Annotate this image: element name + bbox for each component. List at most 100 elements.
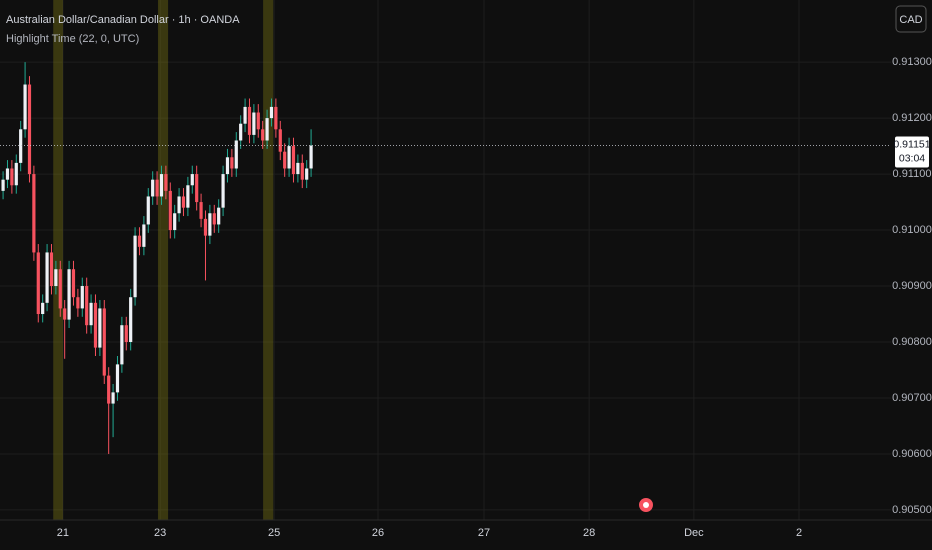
x-tick-label: Dec: [684, 527, 704, 539]
y-tick-label: 0.90800: [892, 336, 932, 348]
candle-body: [14, 162, 18, 186]
y-tick-label: 0.90600: [892, 448, 932, 460]
candle-body: [1, 179, 5, 191]
candle-body: [36, 252, 40, 315]
candle-body: [80, 286, 84, 309]
candle-body: [239, 123, 243, 141]
candle-body: [177, 196, 181, 214]
candle-body: [283, 151, 287, 169]
candle-body: [278, 129, 282, 152]
candle-body: [98, 308, 102, 348]
candle-body: [230, 157, 234, 169]
candle-body: [45, 252, 49, 303]
candle-body: [225, 157, 230, 175]
candle-body: [107, 375, 111, 404]
candle-body: [221, 174, 225, 208]
candle-body: [269, 106, 274, 119]
candle-body: [19, 129, 23, 163]
candle-body: [93, 302, 98, 348]
chart-title: Australian Dollar/Canadian Dollar · 1h ·…: [6, 14, 240, 26]
highlight-band: [53, 0, 63, 520]
candle-body: [89, 302, 93, 326]
candle-body: [261, 129, 265, 141]
candle-body: [27, 84, 32, 175]
x-tick-label: 27: [478, 527, 490, 539]
x-tick-label: 23: [154, 527, 166, 539]
candle-body: [115, 364, 120, 393]
countdown-label: 03:04: [899, 152, 925, 164]
candle-body: [173, 213, 177, 231]
candle-body: [300, 162, 304, 180]
highlight-band: [157, 0, 169, 520]
x-tick-label: 28: [583, 527, 595, 539]
candle-body: [296, 162, 300, 175]
highlights: [53, 0, 274, 520]
y-tick-label: 0.91000: [892, 224, 932, 236]
candle-body: [133, 235, 137, 298]
candle-body: [10, 168, 14, 186]
candle-body: [142, 224, 146, 247]
x-tick-label: 25: [268, 527, 280, 539]
candle-body: [203, 218, 208, 236]
axes: 0.91300 0.91200 0.91100 0.91000 0.90900 0.908…: [0, 56, 932, 539]
candle-body: [120, 325, 124, 365]
event-marker[interactable]: [639, 498, 653, 512]
candle-body: [76, 297, 80, 309]
candle-body: [252, 112, 256, 135]
last-price-box: [895, 136, 929, 168]
y-tick-label: 0.90900: [892, 280, 932, 292]
candle-body: [111, 392, 115, 404]
y-tick-label: 0.91200: [892, 112, 932, 124]
candles: [1, 62, 313, 454]
candle-body: [54, 269, 58, 287]
candle-body: [146, 196, 150, 225]
candle-body: [71, 269, 76, 298]
candle-body: [58, 269, 62, 309]
candle-body: [49, 252, 54, 287]
candle-body: [164, 174, 168, 191]
candle-body: [309, 145, 313, 169]
candle-body: [256, 112, 260, 130]
candle-body: [217, 207, 221, 225]
x-tick-label: 21: [57, 527, 69, 539]
event-icon-dot: [643, 502, 649, 508]
candle-body: [102, 308, 106, 376]
currency-button[interactable]: [895, 5, 927, 33]
candle-body: [5, 168, 10, 180]
y-tick-label: 0.90500: [892, 504, 932, 516]
candle-body: [287, 146, 291, 169]
candle-body: [305, 168, 309, 180]
candle-body: [85, 286, 89, 326]
last-price-label: 0.91151: [893, 138, 930, 150]
candle-body: [199, 202, 203, 219]
candle-body: [190, 174, 194, 186]
candle-body: [124, 325, 128, 343]
y-tick-label: 0.91300: [892, 56, 932, 68]
candle-body: [41, 302, 45, 315]
currency-label: CAD: [899, 14, 922, 26]
candle-body: [168, 190, 172, 231]
candle-body: [63, 308, 67, 320]
candle-body: [234, 140, 238, 169]
candle-body: [155, 179, 159, 197]
candle-body: [32, 174, 36, 253]
candle-body: [129, 297, 133, 343]
candle-body: [195, 174, 199, 203]
candle-body: [186, 185, 190, 208]
candle-body: [247, 106, 252, 135]
candle-body: [181, 196, 186, 208]
candle-body: [137, 235, 142, 247]
candle-body: [208, 213, 212, 236]
candle-body: [274, 106, 278, 130]
candle-body: [212, 213, 216, 225]
grid: [0, 0, 891, 520]
candle-body: [265, 118, 269, 141]
y-tick-label: 0.91100: [893, 168, 932, 180]
y-tick-label: 0.90700: [892, 392, 932, 404]
indicator-label: Highlight Time (22, 0, UTC): [6, 33, 139, 45]
x-tick-label: 26: [372, 527, 384, 539]
candle-body: [151, 179, 155, 197]
